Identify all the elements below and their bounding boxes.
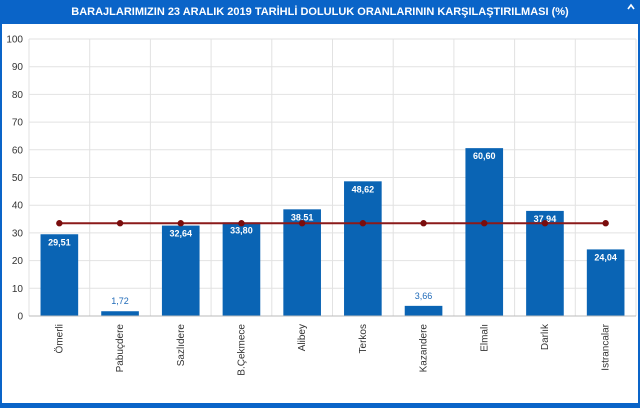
bar-value-label: 38,51 [291, 212, 314, 222]
line-marker [238, 220, 245, 227]
bar [101, 311, 139, 316]
y-tick-label: 0 [17, 312, 23, 323]
bar-value-label: 37,94 [534, 214, 557, 224]
x-tick-label: B.Çekmece [236, 324, 247, 376]
chevron-up-icon[interactable] [626, 2, 636, 12]
line-marker [602, 220, 609, 227]
y-tick-label: 60 [12, 145, 24, 156]
plot-panel: 0 10 20 30 40 50 60 70 80 90 100 29,51 1,72 32,64 33,8… [2, 24, 638, 403]
chart-title: BARAJLARIMIZIN 23 ARALIK 2019 TARİHLİ DO… [71, 6, 569, 18]
x-tick-label: Darlık [540, 323, 551, 350]
chart-title-bar: BARAJLARIMIZIN 23 ARALIK 2019 TARİHLİ DO… [0, 0, 640, 24]
x-tick-label: Ömerli [53, 324, 65, 353]
line-marker [420, 220, 427, 227]
bar [283, 209, 321, 316]
x-tick-label: Elmalı [479, 324, 490, 352]
y-tick-label: 40 [12, 201, 24, 212]
line-marker [298, 220, 306, 227]
x-tick-label: Kazandere [419, 324, 430, 373]
line-marker [116, 220, 124, 227]
bar [40, 234, 79, 316]
bar-value-label: 24,04 [594, 252, 617, 262]
bar [222, 222, 261, 316]
y-tick-label: 90 [12, 62, 24, 73]
line-marker [481, 220, 488, 227]
bar-value-label: 33,80 [230, 225, 253, 235]
bar-value-label: 60,60 [473, 151, 496, 161]
line-marker [541, 220, 549, 227]
bar [404, 305, 443, 316]
bar-value-label: 3,66 [415, 291, 433, 301]
y-tick-label: 80 [12, 90, 24, 101]
x-tick-label: Sazlıdere [176, 324, 187, 367]
line-marker [56, 220, 63, 227]
bar-value-label: 29,51 [48, 237, 71, 247]
y-tick-label: 30 [12, 228, 24, 239]
bar [344, 181, 382, 316]
y-tick-label: 20 [12, 256, 24, 267]
bar-value-label: 48,62 [352, 184, 375, 194]
bar-line-chart: 0 10 20 30 40 50 60 70 80 90 100 29,51 1,72 32,64 33,8… [6, 35, 637, 376]
y-tick-label: 10 [12, 284, 24, 295]
y-tick-label: 70 [12, 118, 24, 129]
x-tick-label: Istrancalar [601, 323, 612, 370]
y-tick-label: 100 [6, 35, 23, 46]
x-tick-label: Pabuçdere [115, 324, 126, 373]
bar [465, 148, 504, 316]
line-marker [359, 220, 367, 227]
bar [161, 225, 200, 316]
bar [526, 210, 564, 316]
bar [586, 249, 625, 316]
bar-value-label: 1,72 [111, 296, 129, 306]
x-tick-label: Terkos [358, 324, 369, 353]
bar-value-label: 32,64 [169, 229, 192, 239]
line-marker [177, 220, 184, 227]
x-tick-label: Alibey [297, 324, 308, 351]
y-tick-label: 50 [12, 173, 24, 184]
